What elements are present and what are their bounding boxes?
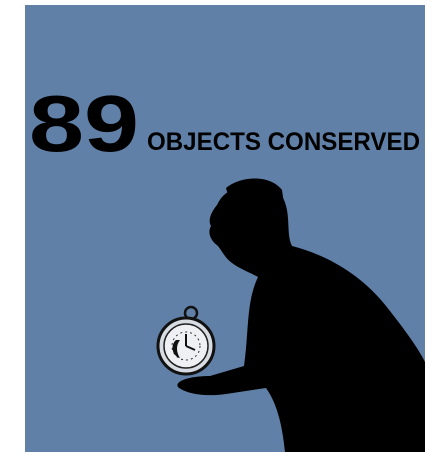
pocket-watch — [156, 305, 216, 376]
silhouette — [177, 178, 425, 452]
stat-number: 89 — [29, 79, 139, 168]
stat-label: OBJECTS CONSERVED — [147, 128, 420, 156]
